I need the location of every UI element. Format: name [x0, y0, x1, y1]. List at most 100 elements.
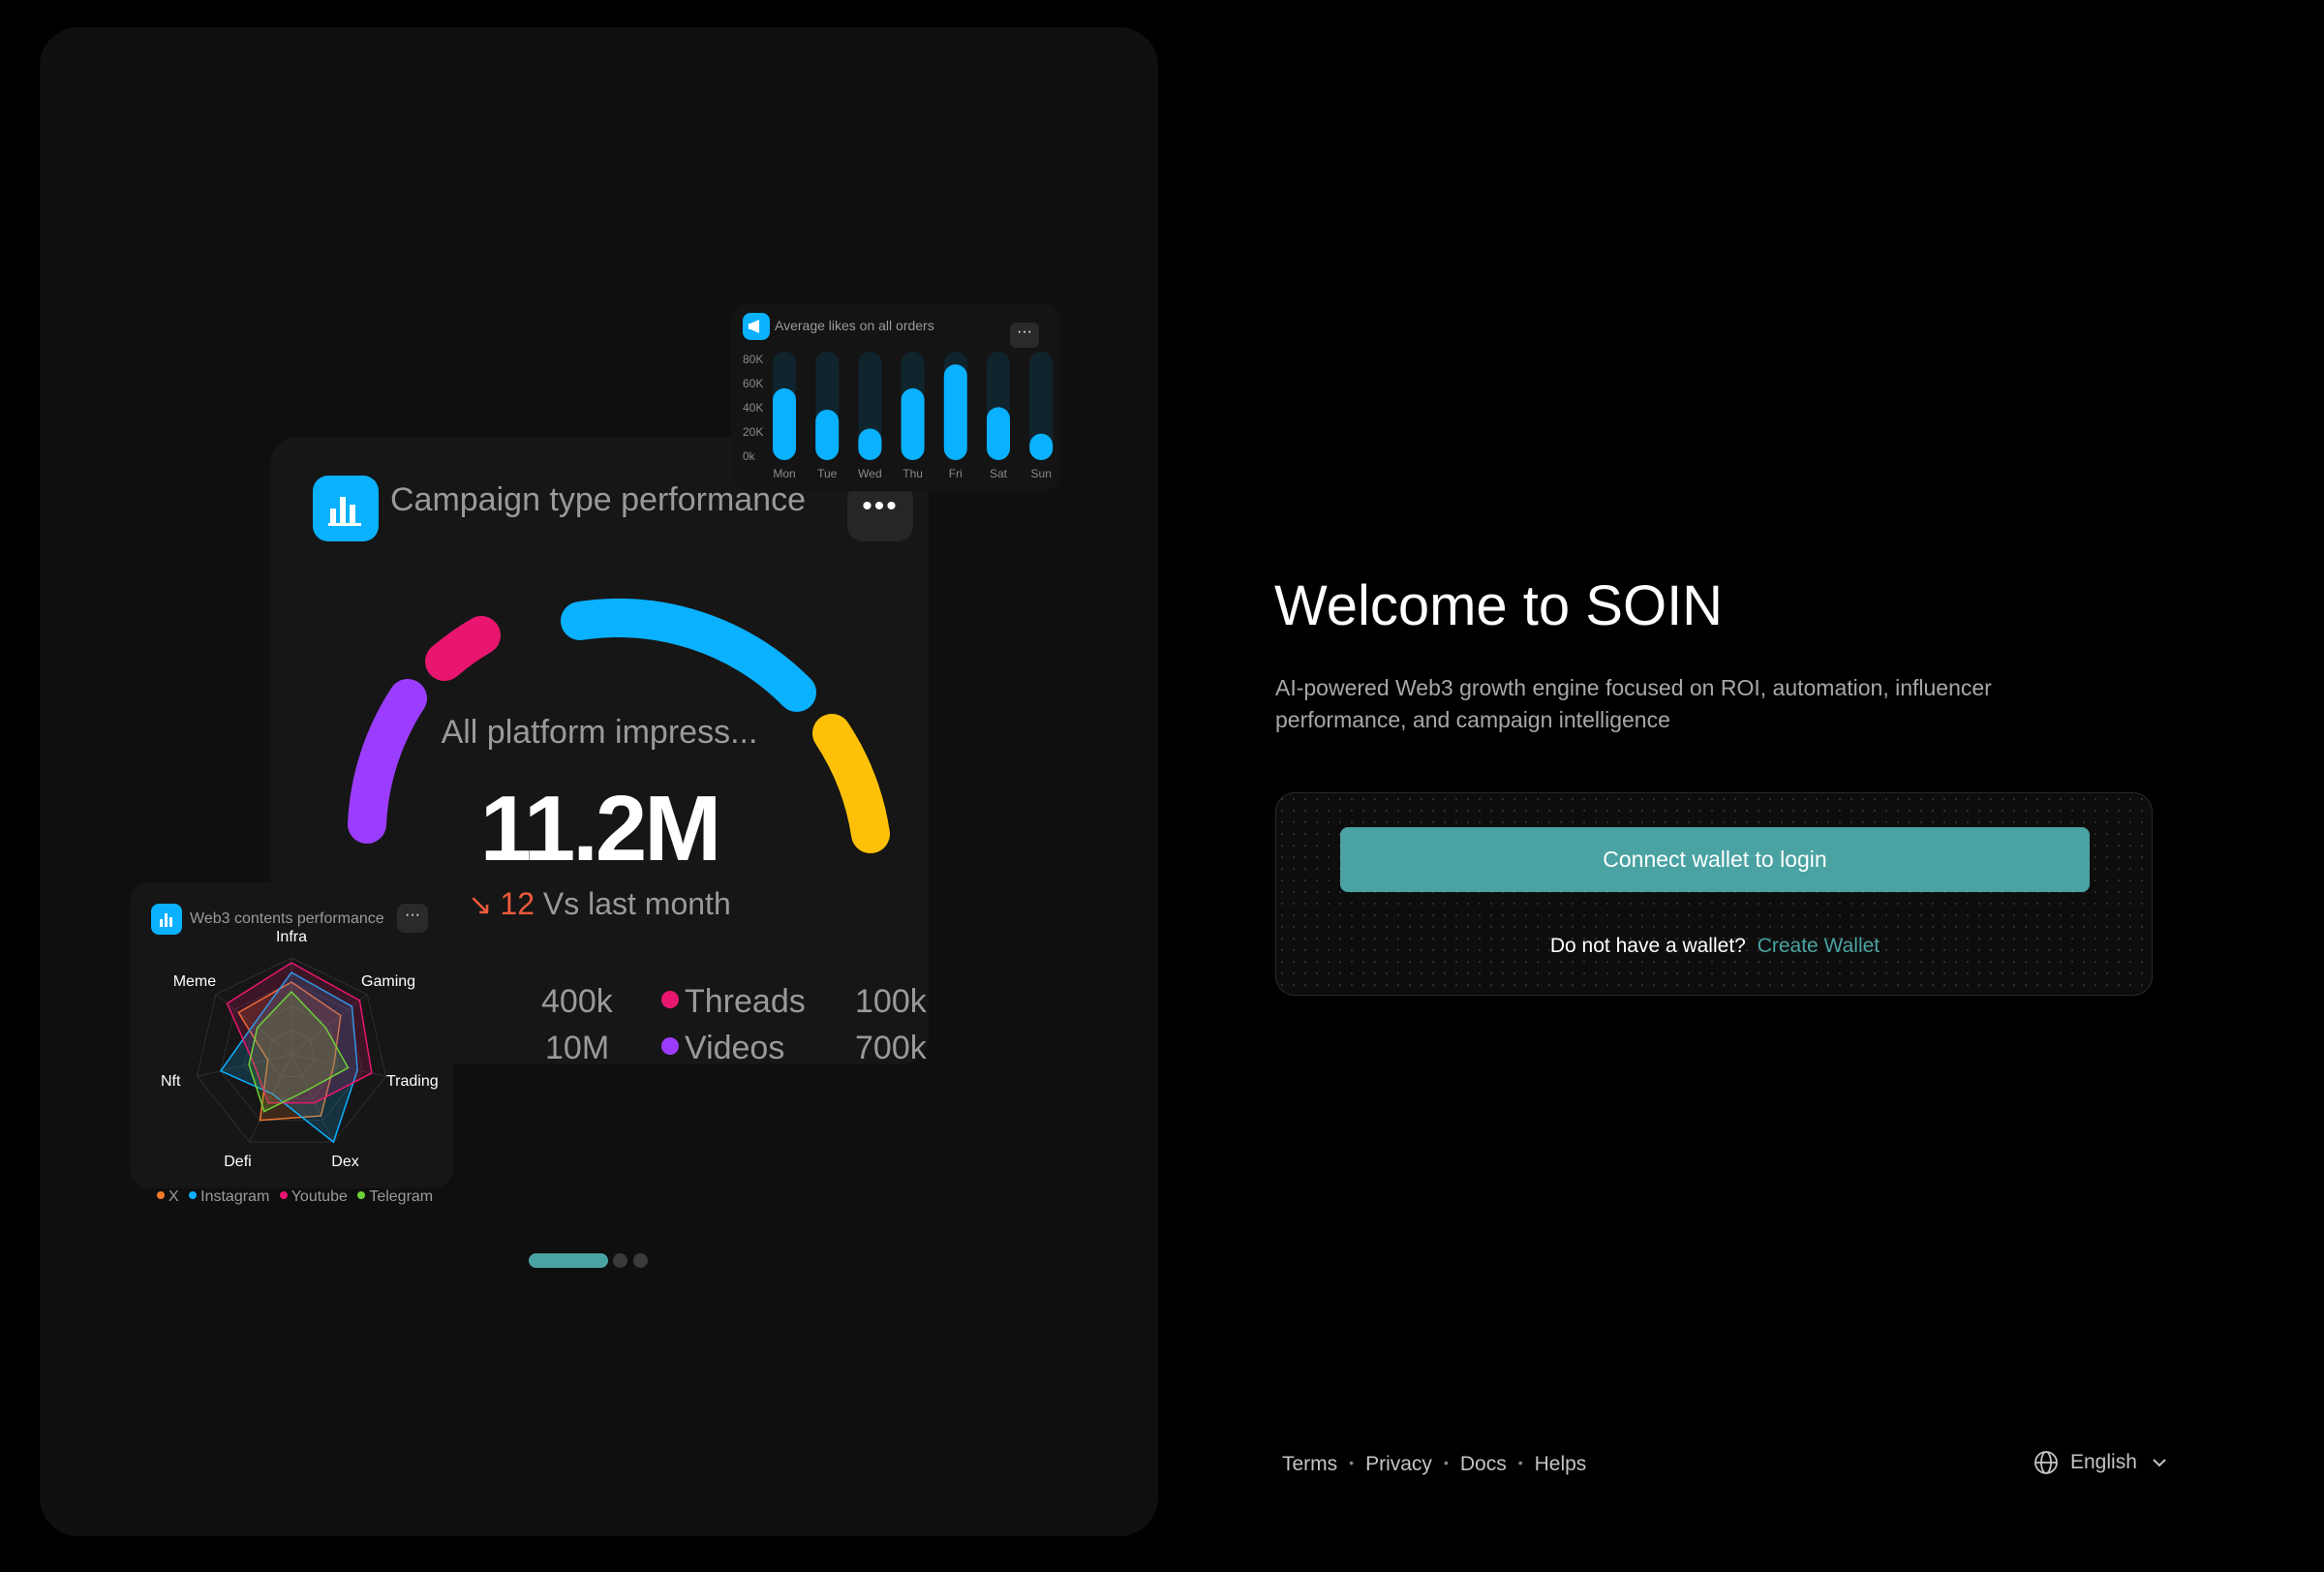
chevron-down-icon	[2153, 1459, 2166, 1467]
x-tick-label: Tue	[817, 467, 838, 480]
radar-chart: Infra Gaming Trading Dex Defi Nft Meme	[161, 929, 439, 1170]
radar-spoke	[290, 994, 368, 1056]
change-indicator: ↘ 12 Vs last month	[270, 886, 929, 922]
average-likes-card: Average likes on all orders ··· 80K 60K 40…	[731, 303, 1060, 491]
x-tick-label: Thu	[902, 467, 923, 480]
separator: •	[1443, 1455, 1449, 1470]
impressions-value: 11.2M	[479, 777, 722, 880]
videos-dot	[661, 1037, 679, 1055]
radar-series	[248, 990, 350, 1113]
radar-grid	[220, 981, 363, 1122]
more-options-button[interactable]: •••	[847, 483, 913, 541]
gauge-arc-blue	[561, 599, 816, 712]
gauge-arc-pink	[425, 616, 501, 681]
radar-spoke	[290, 1054, 386, 1077]
x-tick-label: Sun	[1031, 467, 1052, 480]
bar-card-title: Average likes on all orders	[775, 318, 934, 333]
bar-chart: 80K 60K 40K 20K 0k Mon Tue Wed Thu Fri Sat Sun	[743, 352, 1054, 480]
x-tick-label: Wed	[858, 467, 881, 480]
campaign-card-title: Campaign type performance	[390, 481, 807, 518]
y-tick-label: 0k	[743, 449, 756, 463]
megaphone-icon	[743, 313, 770, 340]
more-options-button[interactable]: ···	[1010, 323, 1039, 348]
docs-link[interactable]: Docs	[1459, 1453, 1507, 1475]
login-box: Connect wallet to login Do not have a wa…	[1275, 792, 2153, 996]
carousel-indicator[interactable]	[613, 1253, 627, 1268]
radar-card-title: Web3 contents performance	[190, 910, 384, 927]
language-selector[interactable]: English	[2034, 1450, 2180, 1475]
bar	[773, 387, 796, 460]
no-wallet-prompt: Do not have a wallet? Create Wallet	[1276, 935, 2154, 958]
bar	[815, 410, 840, 460]
y-tick-label: 40K	[743, 401, 763, 415]
legend-item: Youtube	[290, 1188, 348, 1205]
stat-row-left-value: 400k	[541, 983, 613, 1020]
gauge-arc-yellow	[812, 714, 890, 853]
footer-links: Terms • Privacy • Docs • Helps	[1282, 1453, 1586, 1476]
radar-grid	[267, 1030, 316, 1077]
welcome-subtitle: AI-powered Web3 growth engine focused on…	[1275, 675, 1992, 732]
helps-link[interactable]: Helps	[1534, 1453, 1587, 1475]
radar-axis-label: Gaming	[361, 973, 415, 990]
bar	[858, 428, 882, 460]
legend-item: Instagram	[200, 1188, 270, 1205]
gauge-arc-purple	[348, 679, 427, 844]
terms-link[interactable]: Terms	[1282, 1453, 1338, 1475]
y-tick-label: 20K	[743, 425, 763, 439]
legend-dot	[157, 1191, 165, 1199]
legend-dot	[279, 1191, 288, 1199]
stat-row-label: Threads	[685, 983, 806, 1020]
bar	[987, 407, 1010, 460]
stat-row-right-value: 100k	[855, 983, 927, 1020]
legend-item: X	[168, 1188, 179, 1205]
radar-grid	[196, 957, 387, 1143]
showcase-panel: Campaign type performance ••• All platfo…	[40, 27, 1158, 1536]
gauge-chart	[348, 599, 890, 853]
radar-axis-label: Dex	[331, 1154, 358, 1170]
web3-contents-card: Web3 contents performance ··· Infra Gamin…	[130, 882, 453, 1188]
stat-row-name: Threads	[661, 983, 806, 1021]
no-wallet-text: Do not have a wallet?	[1549, 935, 1746, 957]
connect-wallet-button[interactable]: Connect wallet to login	[1340, 827, 2090, 892]
radar-axis-label: Nft	[161, 1073, 181, 1090]
radar-series	[219, 971, 358, 1144]
language-label: English	[2070, 1451, 2137, 1473]
radar-axis-label: Meme	[173, 973, 217, 990]
radar-spoke	[197, 1054, 292, 1077]
welcome-title: Welcome to SOIN	[1274, 574, 1724, 637]
stat-row-left-value: 10M	[545, 1030, 610, 1066]
legend-dot	[189, 1191, 198, 1199]
x-tick-label: Fri	[949, 467, 963, 480]
create-wallet-link[interactable]: Create Wallet	[1757, 935, 1881, 957]
radar-series	[226, 962, 373, 1104]
legend-dot	[357, 1191, 366, 1199]
y-tick-label: 60K	[743, 377, 763, 390]
radar-axis-label: Defi	[224, 1154, 251, 1170]
radar-spoke	[290, 1054, 334, 1143]
bar	[901, 387, 925, 460]
carousel-indicator[interactable]	[633, 1253, 648, 1268]
bar	[943, 364, 967, 460]
stat-row-name: Videos	[661, 1030, 784, 1067]
chart-icon	[313, 476, 379, 541]
globe-icon	[2034, 1451, 2058, 1474]
privacy-link[interactable]: Privacy	[1365, 1453, 1432, 1475]
bar-track	[1029, 352, 1054, 460]
x-tick-label: Sat	[990, 467, 1008, 480]
radar-axis-label: Trading	[386, 1073, 439, 1090]
change-value: 12	[500, 886, 535, 921]
change-text: Vs last month	[542, 886, 731, 921]
x-tick-label: Mon	[773, 467, 795, 480]
legend-item: Telegram	[369, 1188, 434, 1205]
radar-spoke	[249, 1054, 292, 1143]
separator: •	[1517, 1455, 1523, 1470]
stat-row-right-value: 700k	[855, 1030, 927, 1066]
radar-axis-label: Infra	[276, 929, 307, 945]
impressions-label: All platform impress...	[441, 714, 758, 751]
y-tick-label: 80K	[743, 353, 763, 366]
threads-dot	[661, 991, 679, 1008]
bar	[1029, 433, 1054, 460]
more-options-button[interactable]: ···	[397, 904, 428, 933]
separator: •	[1349, 1455, 1355, 1470]
carousel-indicator-active[interactable]	[529, 1253, 608, 1268]
